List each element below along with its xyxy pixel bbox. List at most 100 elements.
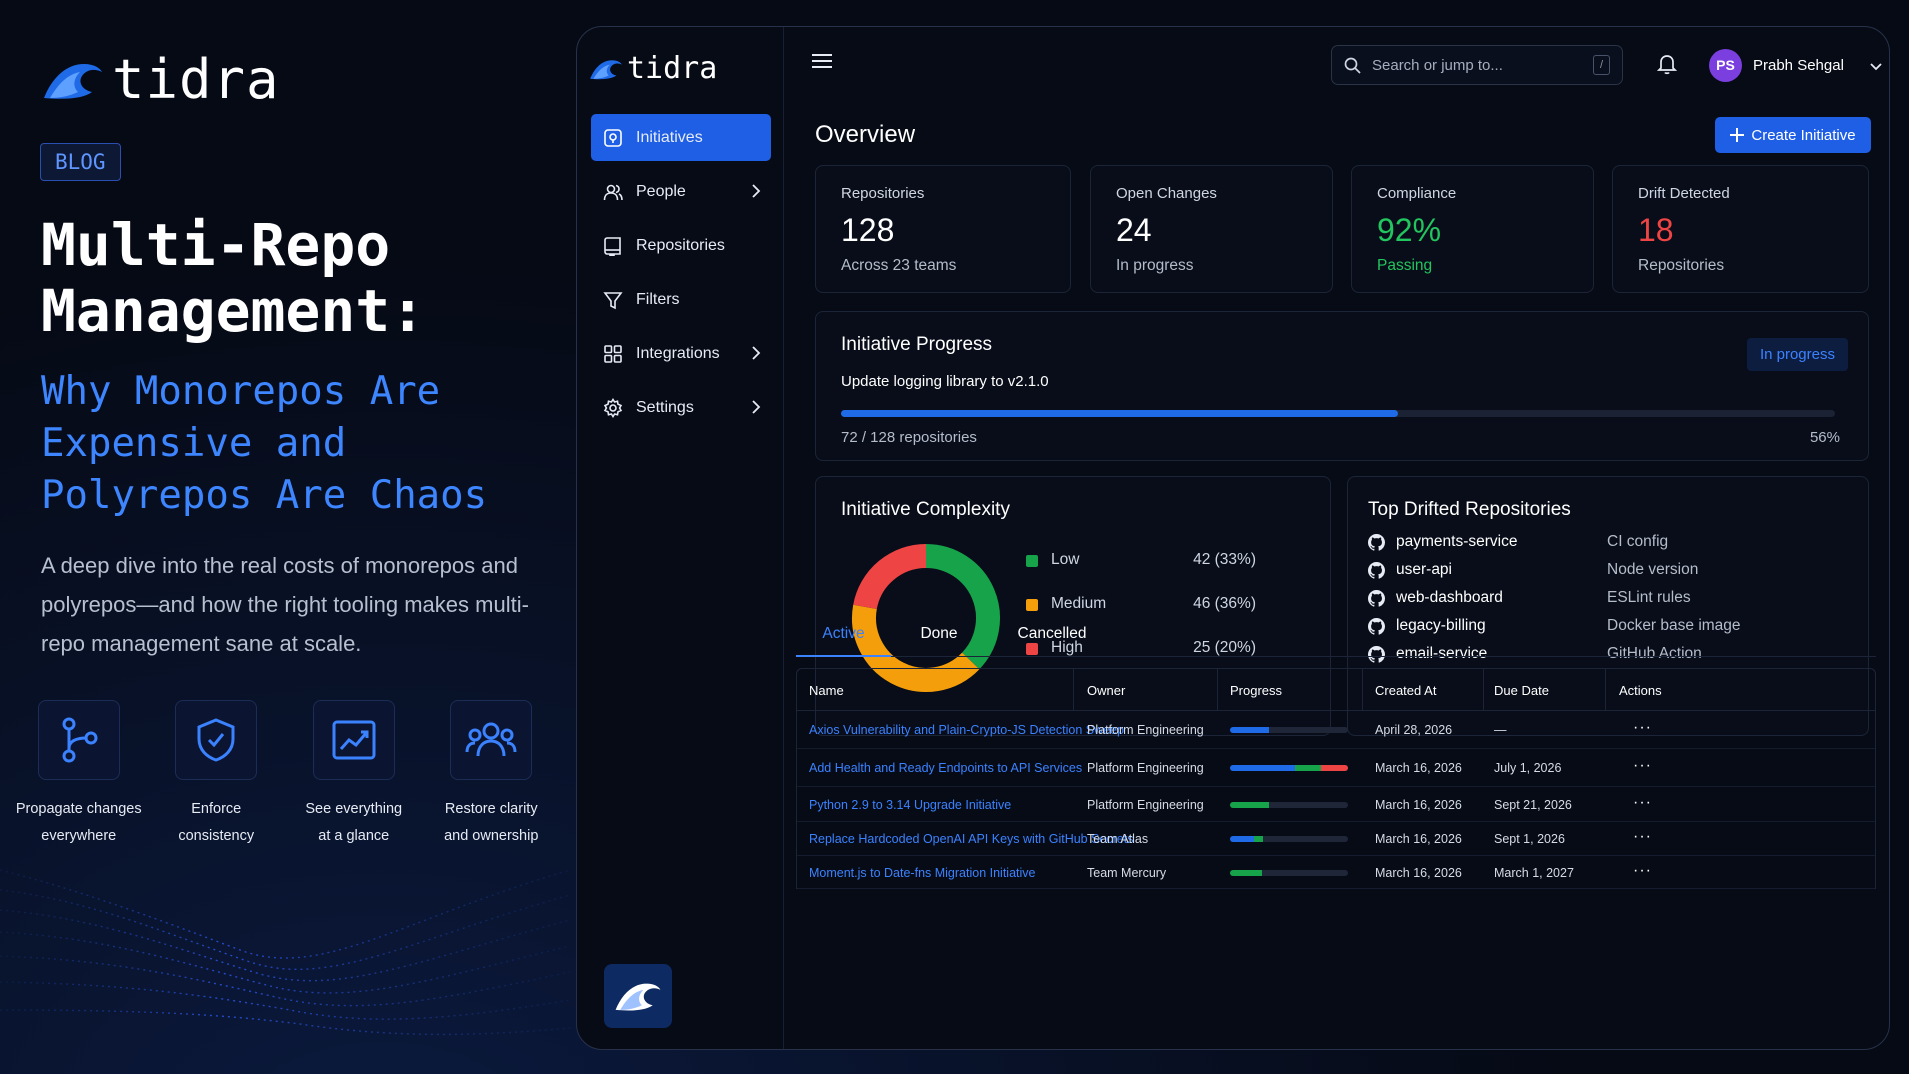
app-window: tidra Initiatives People Repositories [576, 26, 1890, 1050]
chevron-down-icon[interactable] [1870, 58, 1882, 76]
wave-logo-icon [590, 59, 622, 79]
column-divider [1483, 669, 1484, 711]
progress-segment [1230, 802, 1269, 808]
stat-value: 24 [1116, 212, 1152, 248]
drifted-repo-row[interactable]: email-service GitHub Action [1368, 645, 1788, 665]
github-icon [1368, 562, 1386, 584]
stat-label: Drift Detected [1638, 185, 1730, 202]
tab-done[interactable]: Done [920, 625, 958, 642]
sidebar-item-integrations[interactable]: Integrations [591, 330, 771, 377]
sidebar-item-initiatives[interactable]: Initiatives [591, 114, 771, 161]
assistant-launcher[interactable] [604, 964, 672, 1028]
table-row[interactable]: Add Health and Ready Endpoints to API Se… [797, 749, 1875, 787]
drifted-repo-row[interactable]: legacy-billing Docker base image [1368, 617, 1788, 637]
feature-list: Propagate changes everywhere Enforce consi… [10, 700, 560, 850]
column-divider [1605, 669, 1606, 711]
table-row[interactable]: Python 2.9 to 3.14 Upgrade Initiative Pla… [797, 787, 1875, 822]
sidebar-item-people[interactable]: People [591, 168, 771, 215]
top-bar: Search or jump to... / PS Prabh Sehgal [785, 27, 1889, 97]
sidebar-nav: Initiatives People Repositories Filters [591, 114, 771, 438]
progress-segment [1230, 870, 1262, 876]
app-brand-name: tidra [627, 51, 718, 86]
blog-badge: BLOG [40, 143, 121, 181]
owner-cell: Platform Engineering [1087, 761, 1204, 775]
drift-reason: Node version [1607, 561, 1699, 578]
stat-sub: In progress [1116, 257, 1194, 274]
drifted-repositories-card: Top Drifted Repositories payments-servic… [1347, 476, 1869, 736]
owner-cell: Platform Engineering [1087, 723, 1204, 737]
progress-fill [841, 410, 1398, 417]
stat-value: 92% [1377, 212, 1442, 248]
user-name[interactable]: Prabh Sehgal [1753, 57, 1844, 74]
stat-sub: Passing [1377, 257, 1433, 274]
bell-icon[interactable] [1656, 53, 1678, 80]
menu-icon[interactable] [812, 53, 832, 74]
stat-card-drift: Drift Detected 18 Repositories [1612, 165, 1869, 293]
table-row[interactable]: Replace Hardcoded OpenAI API Keys with G… [797, 822, 1875, 856]
progress-segment [1230, 836, 1254, 842]
created-cell: March 16, 2026 [1375, 798, 1462, 812]
due-cell: Sept 21, 2026 [1494, 798, 1572, 812]
more-actions-icon[interactable]: ··· [1633, 719, 1652, 736]
chevron-right-icon [751, 184, 761, 203]
filter-icon [603, 290, 623, 310]
drifted-repo-row[interactable]: payments-service CI config [1368, 533, 1788, 553]
header-progress[interactable]: Progress [1230, 683, 1283, 698]
progress-segment [1320, 765, 1348, 771]
complexity-card: Initiative Complexity Low 42 (33%) Mediu… [815, 476, 1331, 736]
legend-swatch [1026, 555, 1038, 567]
created-cell: March 16, 2026 [1375, 761, 1462, 775]
progress-percent: 56% [1809, 429, 1840, 446]
people-icon [603, 182, 623, 202]
card-title: Initiative Complexity [841, 499, 1010, 520]
due-cell: March 1, 2027 [1494, 866, 1574, 880]
initiative-link[interactable]: Python 2.9 to 3.14 Upgrade Initiative [809, 798, 1012, 812]
table-row[interactable]: Moment.js to Date-fns Migration Initiati… [797, 856, 1875, 889]
header-name[interactable]: Name [809, 683, 844, 698]
tab-active[interactable]: Active [796, 615, 891, 657]
initiative-link[interactable]: Replace Hardcoded OpenAI API Keys with G… [809, 832, 1134, 846]
legend-label: Low [1051, 551, 1080, 568]
initiative-link[interactable]: Moment.js to Date-fns Migration Initiati… [809, 866, 1036, 880]
initiative-link[interactable]: Axios Vulnerability and Plain-Crypto-JS … [809, 723, 1124, 737]
more-actions-icon[interactable]: ··· [1633, 757, 1652, 774]
legend-medium: Medium 46 (36%) [1026, 595, 1256, 615]
created-cell: April 28, 2026 [1375, 723, 1453, 737]
more-actions-icon[interactable]: ··· [1633, 862, 1652, 879]
repo-name: user-api [1396, 561, 1452, 578]
search-input[interactable]: Search or jump to... / [1331, 45, 1623, 85]
initiative-task[interactable]: Update logging library to v2.1.0 [841, 373, 1049, 390]
feature-label: See everything at a glance [305, 801, 403, 844]
repo-name: legacy-billing [1396, 617, 1486, 634]
feature-label: Restore clarity and ownership [444, 801, 539, 844]
app-logo[interactable]: tidra [589, 51, 717, 86]
header-owner[interactable]: Owner [1087, 683, 1126, 698]
avatar[interactable]: PS [1709, 49, 1742, 82]
wave-logo-icon [44, 63, 102, 99]
sidebar-item-label: Filters [636, 290, 680, 308]
created-cell: March 16, 2026 [1375, 866, 1462, 880]
repo-name: email-service [1396, 645, 1488, 662]
row-progress-bar [1230, 870, 1348, 876]
stat-card-compliance: Compliance 92% Passing [1351, 165, 1594, 293]
header-due[interactable]: Due Date [1494, 683, 1549, 698]
more-actions-icon[interactable]: ··· [1633, 794, 1652, 811]
github-icon [1368, 618, 1386, 640]
more-actions-icon[interactable]: ··· [1633, 828, 1652, 845]
sidebar-item-filters[interactable]: Filters [591, 276, 771, 323]
create-initiative-button[interactable]: Create Initiative [1715, 117, 1871, 153]
header-created[interactable]: Created At [1375, 683, 1437, 698]
sidebar-item-repositories[interactable]: Repositories [591, 222, 771, 269]
feature-enforce: Enforce consistency [148, 700, 286, 850]
drifted-repo-row[interactable]: web-dashboard ESLint rules [1368, 589, 1788, 609]
tab-cancelled[interactable]: Cancelled [1017, 625, 1087, 642]
legend-value: 42 (33%) [1193, 551, 1256, 568]
drifted-repo-row[interactable]: user-api Node version [1368, 561, 1788, 581]
initiative-link[interactable]: Add Health and Ready Endpoints to API Se… [809, 761, 1083, 775]
donut-slice-high [853, 544, 927, 610]
sidebar-item-settings[interactable]: Settings [591, 384, 771, 431]
stat-sub: Across 23 teams [841, 257, 957, 274]
promo-panel: tidra BLOG Multi-Repo Management: Why Mo… [0, 0, 570, 1074]
table-row[interactable]: Axios Vulnerability and Plain-Crypto-JS … [797, 711, 1875, 749]
